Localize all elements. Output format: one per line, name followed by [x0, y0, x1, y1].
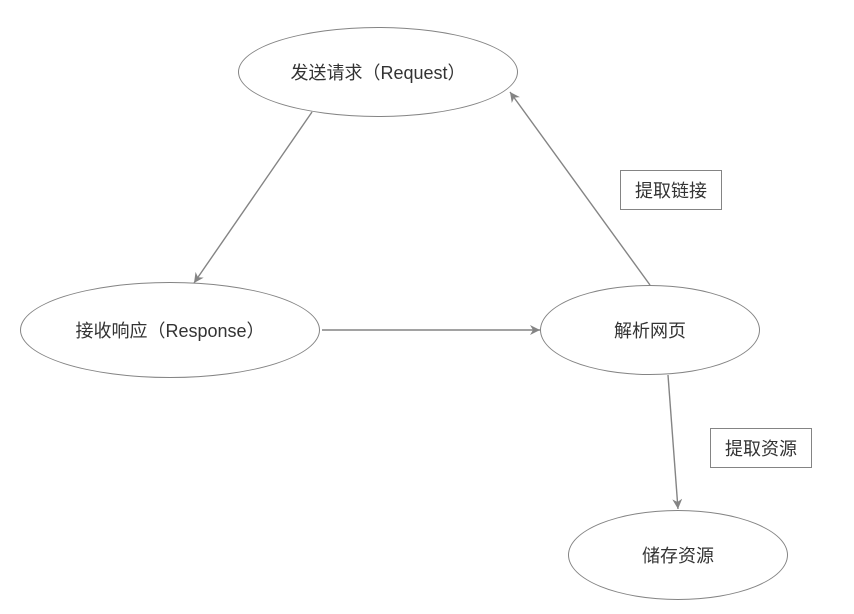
edge-label-extract-resource-text: 提取资源 [725, 439, 797, 459]
node-parse-label: 解析网页 [614, 317, 686, 343]
edge-label-extract-resource: 提取资源 [710, 428, 812, 468]
node-parse: 解析网页 [540, 285, 760, 375]
edge-parse-store [668, 375, 678, 509]
node-store: 储存资源 [568, 510, 788, 600]
edge-label-extract-links: 提取链接 [620, 170, 722, 210]
node-response-label: 接收响应（Response） [75, 317, 264, 343]
node-request-label: 发送请求（Request） [290, 59, 465, 85]
edge-request-response [194, 112, 312, 283]
node-store-label: 储存资源 [642, 542, 714, 568]
node-response: 接收响应（Response） [20, 282, 320, 378]
node-request: 发送请求（Request） [238, 27, 518, 117]
edge-label-extract-links-text: 提取链接 [635, 181, 707, 201]
